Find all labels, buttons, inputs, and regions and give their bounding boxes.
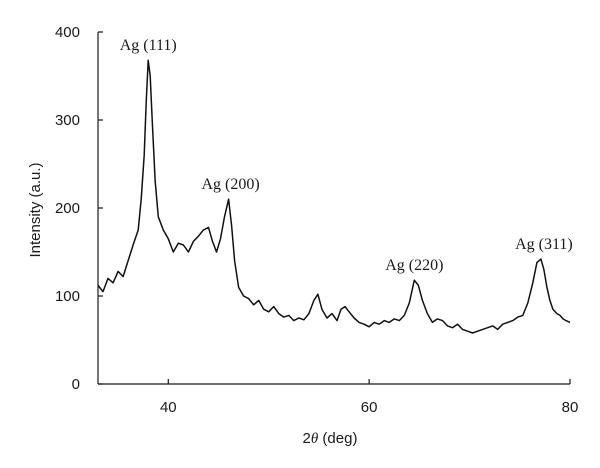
ticks: 0 100 200 300 400 40 60 80 [55,24,578,416]
peak-label: Ag (220) [385,257,443,274]
series-line [97,59,571,334]
peak-label: Ag (111) [120,37,177,54]
x-tick-label: 40 [160,399,177,416]
y-tick-label: 300 [55,112,80,129]
x-axis-title-part-3: (deg) [318,430,357,447]
axes [97,32,570,385]
y-tick-label: 0 [72,376,80,393]
y-axis-title: Intensity (a.u.) [27,162,44,257]
y-tick-label: 200 [55,200,80,217]
y-tick-label: 100 [55,288,80,305]
peak-labels: Ag (111) Ag (200) Ag (220) Ag (311) [120,37,573,274]
x-tick-label: 60 [361,399,378,416]
y-tick-label: 400 [55,24,80,41]
peak-label: Ag (200) [201,176,259,193]
peak-label: Ag (311) [515,236,573,253]
x-axis-title-theta: θ [311,431,319,447]
x-tick-label: 80 [562,399,579,416]
x-axis-title-part-1: 2 [303,430,311,447]
x-axis-title: 2θ (deg) [303,430,358,447]
